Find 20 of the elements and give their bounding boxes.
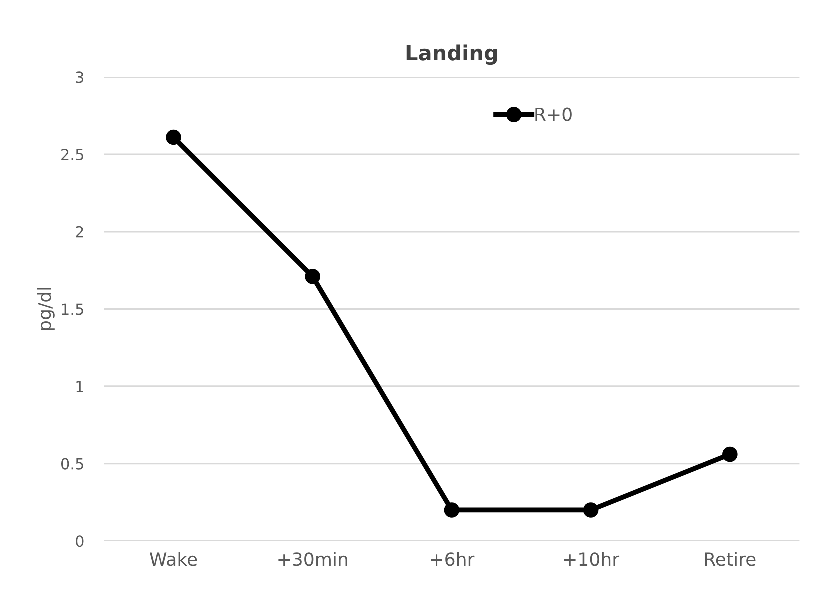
x-tick-label: +30min bbox=[278, 552, 348, 566]
legend-label: R+0 bbox=[536, 108, 572, 122]
y-tick-label: 1 bbox=[76, 381, 84, 392]
point bbox=[722, 446, 738, 462]
y-tick-label: 2 bbox=[76, 226, 84, 238]
x-tick-label: Retire bbox=[705, 552, 756, 566]
point bbox=[166, 130, 182, 146]
y-tick-label: 1.5 bbox=[62, 304, 84, 316]
chart-title: Landing bbox=[406, 44, 498, 66]
x-tick-label: +6hr bbox=[431, 552, 475, 566]
y-tick-label: 0.5 bbox=[61, 458, 84, 470]
y-axis-title: pg/dl bbox=[37, 288, 55, 330]
point bbox=[444, 502, 460, 518]
y-tick-label: 3 bbox=[76, 72, 84, 84]
y-tick-label: 2.5 bbox=[62, 149, 84, 161]
x-tick-label: Wake bbox=[150, 552, 198, 566]
point bbox=[583, 502, 599, 518]
y-tick-label: 0 bbox=[76, 536, 84, 548]
point bbox=[305, 269, 320, 284]
x-tick-label: +10hr bbox=[564, 552, 620, 566]
